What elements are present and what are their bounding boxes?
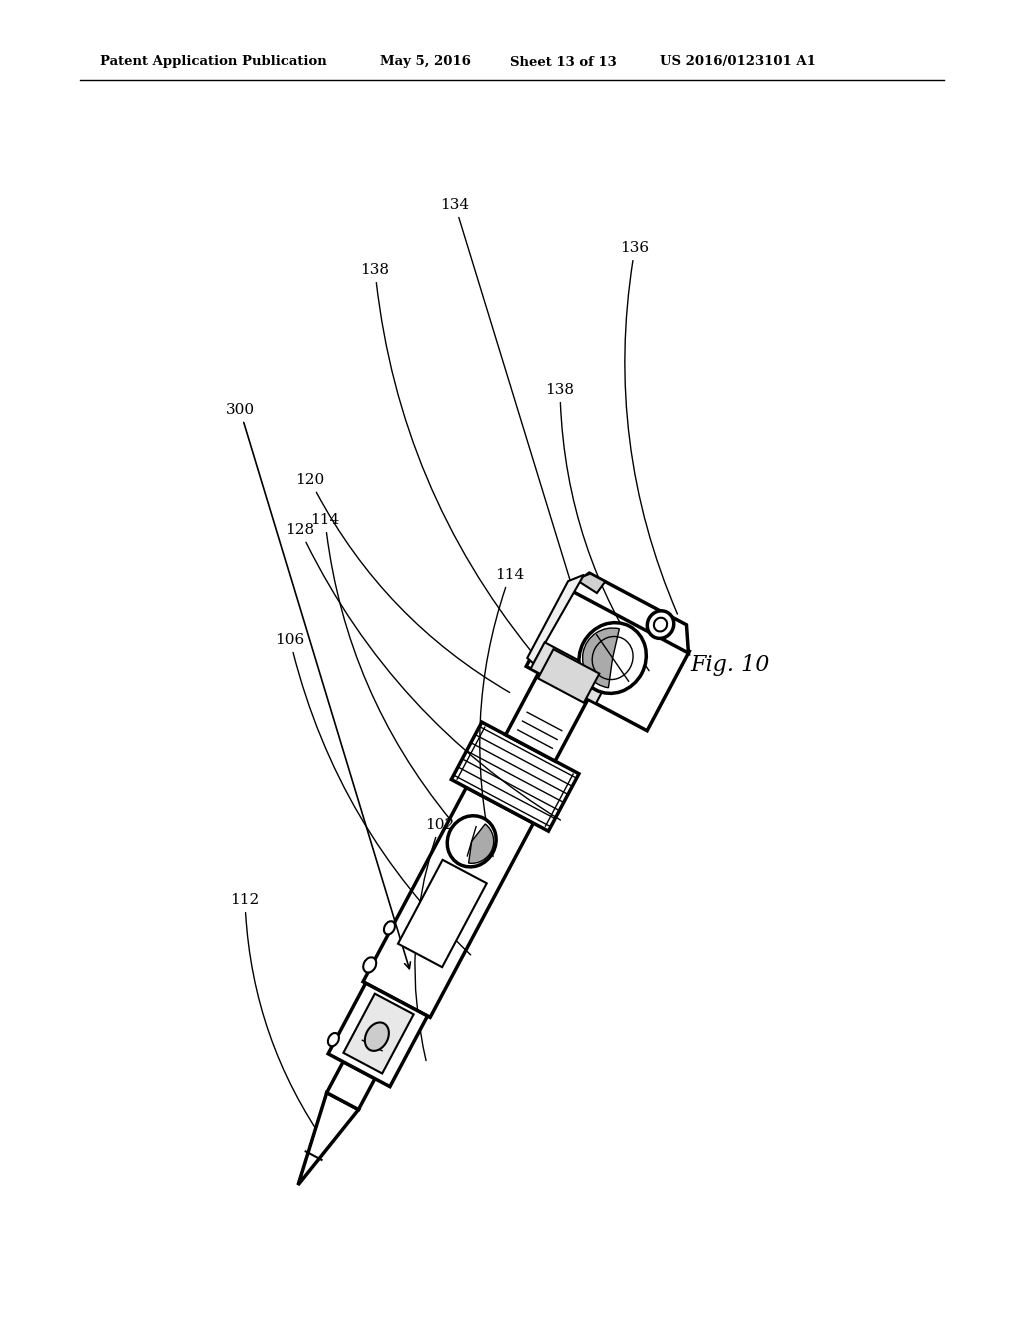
Text: 138: 138 bbox=[360, 263, 530, 651]
Polygon shape bbox=[298, 1093, 358, 1185]
Polygon shape bbox=[328, 983, 427, 1086]
Polygon shape bbox=[364, 788, 534, 1018]
Text: May 5, 2016: May 5, 2016 bbox=[380, 55, 471, 69]
Polygon shape bbox=[527, 574, 584, 664]
Wedge shape bbox=[469, 824, 494, 863]
Polygon shape bbox=[538, 649, 599, 702]
Text: 112: 112 bbox=[230, 894, 327, 1144]
Text: 136: 136 bbox=[621, 242, 678, 614]
Polygon shape bbox=[506, 673, 588, 762]
Polygon shape bbox=[343, 994, 414, 1073]
Polygon shape bbox=[530, 643, 610, 704]
Polygon shape bbox=[452, 722, 579, 832]
Text: 128: 128 bbox=[286, 523, 560, 820]
Text: 102: 102 bbox=[415, 818, 455, 1061]
Text: 138: 138 bbox=[546, 383, 649, 671]
Polygon shape bbox=[327, 1061, 375, 1110]
Text: 120: 120 bbox=[295, 473, 510, 693]
Text: Sheet 13 of 13: Sheet 13 of 13 bbox=[510, 55, 616, 69]
Polygon shape bbox=[398, 859, 486, 968]
Text: 114: 114 bbox=[310, 513, 450, 820]
Text: 114: 114 bbox=[479, 568, 524, 857]
Ellipse shape bbox=[328, 1034, 339, 1047]
Text: US 2016/0123101 A1: US 2016/0123101 A1 bbox=[660, 55, 816, 69]
Polygon shape bbox=[526, 587, 689, 731]
Text: 134: 134 bbox=[440, 198, 570, 579]
Ellipse shape bbox=[447, 816, 497, 867]
Text: 106: 106 bbox=[275, 634, 471, 954]
Wedge shape bbox=[583, 628, 620, 688]
Ellipse shape bbox=[384, 921, 395, 935]
Text: Patent Application Publication: Patent Application Publication bbox=[100, 55, 327, 69]
Text: Fig. 10: Fig. 10 bbox=[690, 653, 770, 676]
Ellipse shape bbox=[647, 611, 674, 639]
Polygon shape bbox=[567, 573, 688, 653]
Ellipse shape bbox=[365, 1023, 389, 1051]
Polygon shape bbox=[575, 574, 605, 593]
Text: 300: 300 bbox=[225, 403, 411, 969]
Ellipse shape bbox=[579, 623, 646, 693]
Ellipse shape bbox=[364, 957, 376, 973]
